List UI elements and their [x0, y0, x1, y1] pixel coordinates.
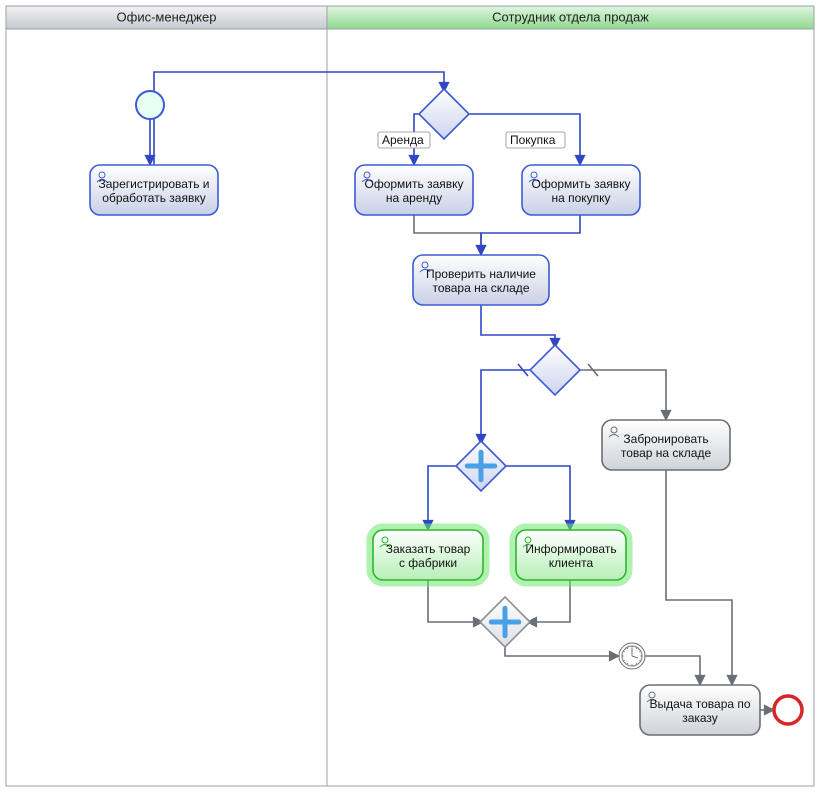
- task-t-order: Заказать товарс фабрики: [370, 527, 486, 583]
- event-end: [774, 696, 802, 724]
- event-start: [136, 91, 164, 119]
- edge-e11: [503, 466, 570, 530]
- svg-text:Выдача товара по: Выдача товара по: [649, 697, 750, 711]
- svg-text:Забронировать: Забронировать: [623, 432, 708, 446]
- task-t-issue: Выдача товара позаказу: [640, 685, 760, 735]
- task-label-t-check: Проверить наличиетовара на складе: [426, 267, 536, 295]
- edge-e8: [577, 370, 666, 420]
- task-t-inform: Информироватьклиента: [513, 527, 629, 583]
- svg-text:Информировать: Информировать: [525, 542, 616, 556]
- pool: [6, 6, 814, 786]
- edge-label-e3: Аренда: [382, 133, 424, 147]
- svg-text:товара на складе: товара на складе: [432, 281, 529, 295]
- svg-text:на аренду: на аренду: [386, 191, 442, 205]
- edge-e6: [481, 215, 580, 255]
- task-t-buy: Оформить заявкуна покупку: [522, 165, 640, 215]
- event-timer: [619, 643, 645, 669]
- task-t-register: Зарегистрировать иобработать заявку: [90, 165, 218, 215]
- edge-e10: [428, 466, 459, 530]
- gateway-gw-type: [419, 89, 469, 139]
- svg-text:на покупку: на покупку: [551, 191, 610, 205]
- edge-e9: [481, 370, 533, 444]
- gateway-gw-par-open: [456, 441, 506, 491]
- task-t-rent: Оформить заявкуна аренду: [355, 165, 473, 215]
- task-t-check: Проверить наличиетовара на складе: [413, 255, 549, 305]
- lane-title-sales: Сотрудник отдела продаж: [492, 10, 649, 25]
- gateway-gw-par-close: [480, 597, 530, 647]
- svg-text:Зарегистрировать и: Зарегистрировать и: [98, 177, 209, 191]
- task-t-reserve: Забронироватьтовар на складе: [602, 420, 730, 470]
- svg-text:Оформить заявку: Оформить заявку: [364, 177, 463, 191]
- svg-text:с фабрики: с фабрики: [399, 556, 457, 570]
- task-label-t-reserve: Забронироватьтовар на складе: [621, 432, 712, 460]
- edge-label-e4: Покупка: [510, 133, 556, 147]
- svg-text:Проверить наличие: Проверить наличие: [426, 267, 536, 281]
- edge-e15: [645, 656, 700, 685]
- edge-e14: [505, 644, 619, 656]
- svg-text:клиента: клиента: [549, 556, 594, 570]
- edge-e2: [154, 72, 444, 165]
- svg-text:Заказать товар: Заказать товар: [386, 542, 471, 556]
- svg-text:товар на складе: товар на складе: [621, 446, 712, 460]
- gateway-gw-stock: [530, 345, 580, 395]
- svg-text:обработать заявку: обработать заявку: [102, 191, 205, 205]
- edge-e16: [666, 470, 732, 685]
- edge-e5: [414, 215, 481, 255]
- svg-text:заказу: заказу: [682, 711, 718, 725]
- lane-title-office: Офис-менеджер: [117, 10, 217, 25]
- task-label-t-register: Зарегистрировать иобработать заявку: [98, 177, 209, 205]
- edge-e7: [481, 305, 555, 348]
- svg-text:Оформить заявку: Оформить заявку: [531, 177, 630, 191]
